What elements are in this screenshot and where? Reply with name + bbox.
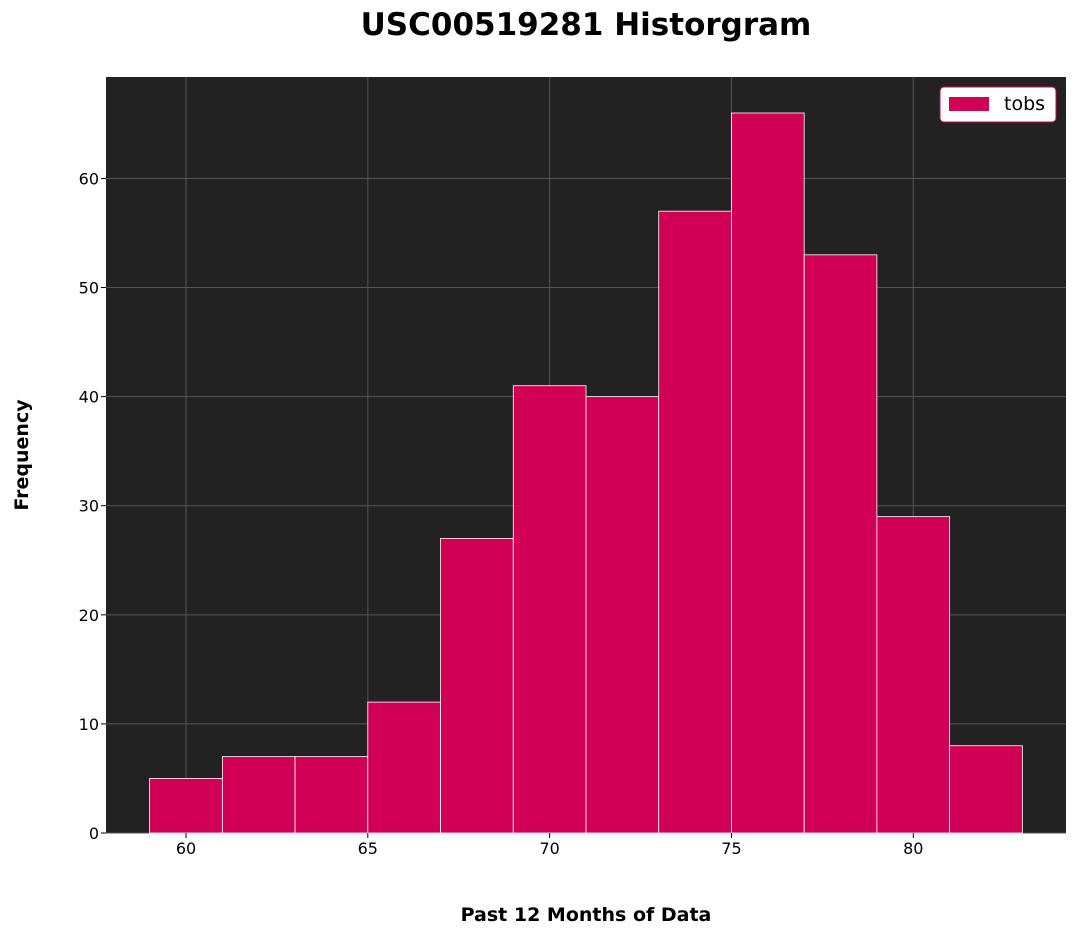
y-tick-label: 10 (79, 715, 99, 734)
histogram-bar (367, 701, 441, 834)
y-tick-label: 60 (79, 169, 99, 188)
histogram-bar (658, 210, 732, 834)
x-axis-ticks: 60 65 70 75 80 (176, 833, 923, 858)
x-tick-label: 80 (903, 839, 923, 858)
y-axis-label: Frequency (11, 399, 33, 511)
histogram-bar (731, 112, 805, 834)
legend-box (939, 86, 1057, 123)
histogram-bar (876, 516, 951, 834)
x-tick-label: 65 (358, 839, 378, 858)
histogram-bar (585, 396, 660, 834)
histogram-bar (221, 756, 296, 834)
histogram-bar (294, 756, 369, 834)
legend: tobs (939, 86, 1057, 123)
histogram-bar (149, 778, 223, 834)
histogram-bar (512, 385, 587, 834)
histogram-bars (149, 112, 1023, 834)
x-tick-label: 75 (721, 839, 741, 858)
y-tick-label: 0 (89, 824, 99, 843)
histogram-bar (803, 254, 878, 834)
histogram-bar (440, 538, 514, 834)
chart-title: USC00519281 Historgram (361, 7, 812, 43)
legend-label-tobs: tobs (1004, 93, 1045, 115)
x-axis-label: Past 12 Months of Data (461, 904, 712, 926)
x-tick-label: 70 (539, 839, 559, 858)
x-tick-label: 60 (176, 839, 196, 858)
y-tick-label: 50 (79, 279, 99, 298)
legend-swatch-tobs (949, 97, 989, 111)
y-axis-ticks: 0 10 20 30 40 50 60 (79, 169, 106, 843)
y-tick-label: 30 (79, 497, 99, 516)
y-tick-label: 40 (79, 388, 99, 407)
y-tick-label: 20 (79, 606, 99, 625)
histogram-bar (949, 745, 1023, 834)
